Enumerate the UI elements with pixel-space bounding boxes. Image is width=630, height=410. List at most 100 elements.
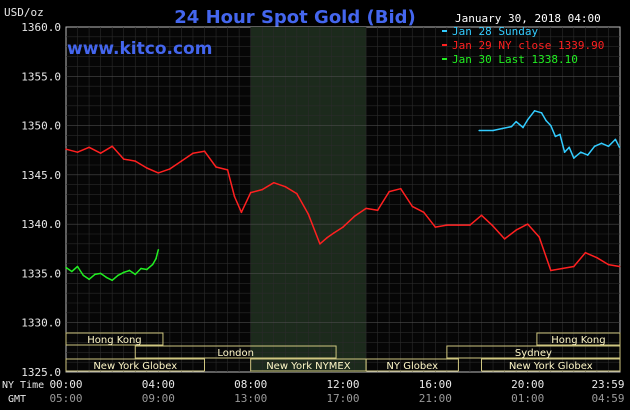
series-point [614, 138, 617, 141]
series-point [134, 160, 137, 162]
series-point [522, 126, 524, 129]
session-label: NY Globex [386, 361, 438, 372]
series-point [573, 157, 575, 159]
series-point [192, 152, 194, 154]
series-point [117, 274, 119, 277]
series-point [579, 151, 582, 153]
series-point [365, 207, 367, 210]
series-point [434, 226, 437, 228]
y-tick-label: 1355.0 [21, 70, 61, 83]
series-point [169, 168, 171, 170]
series-point [584, 251, 587, 254]
series-point [559, 133, 561, 136]
series-point [140, 267, 142, 270]
series-point [88, 146, 90, 149]
series-point [618, 265, 621, 268]
session-label: New York Globex [509, 361, 593, 372]
series-point [457, 224, 460, 226]
series-point [501, 127, 504, 130]
series-point [122, 158, 125, 160]
series-point [545, 119, 547, 122]
session-bar [65, 358, 205, 372]
chart-timestamp: January 30, 2018 04:00 [455, 12, 601, 25]
series-point [134, 273, 137, 276]
x-tick-label: 12:00 [326, 378, 359, 391]
series-point [533, 109, 536, 112]
series-point [82, 274, 85, 277]
series-point [94, 273, 96, 276]
session-label: New York Globex [93, 361, 177, 372]
session-label: London [217, 348, 254, 359]
series-point [272, 181, 275, 184]
series-point [554, 135, 557, 138]
series-point [284, 185, 287, 188]
series-point [99, 272, 102, 275]
session-bar [446, 345, 621, 359]
series-point [215, 166, 217, 168]
series-point [296, 192, 298, 195]
series-point [540, 111, 543, 114]
series-point [593, 145, 596, 148]
x-tick-label-gmt: 21:00 [419, 392, 452, 405]
series-point [99, 152, 102, 154]
series-point [226, 169, 229, 171]
session-bar [481, 358, 621, 372]
series-point [469, 224, 471, 226]
session-bar [65, 332, 164, 346]
series-point [151, 263, 154, 266]
legend-entry: Jan 29 NY close 1339.90 [452, 39, 604, 52]
series-point [342, 226, 344, 228]
y-tick-label: 1340.0 [21, 218, 61, 231]
series-point [240, 211, 243, 214]
x-tick-label: 08:00 [234, 378, 267, 391]
x-tick-label-gmt: 05:00 [49, 392, 82, 405]
series-point [618, 146, 621, 149]
series-point [561, 267, 564, 270]
series-point [319, 243, 321, 245]
series-point [549, 124, 552, 127]
y-axis-unit: USD/oz [4, 6, 44, 19]
y-tick-label: 1330.0 [21, 317, 61, 330]
session-label: New York NYMEX [266, 361, 351, 372]
series-point [157, 248, 160, 251]
series-point [203, 150, 206, 152]
series-point [399, 187, 402, 190]
session-bar [134, 345, 337, 359]
series-point [155, 257, 157, 260]
series-point [478, 129, 480, 132]
series-point [261, 188, 264, 191]
session-label: Hong Kong [87, 335, 141, 346]
series-point [515, 120, 517, 123]
ny-time-label: NY Time [2, 380, 44, 391]
legend-entry: Jan 30 Last 1338.10 [452, 53, 578, 66]
series-point [180, 160, 183, 162]
y-tick-label: 1350.0 [21, 120, 61, 133]
x-tick-label-gmt: 09:00 [142, 392, 175, 405]
series-point [105, 276, 108, 279]
series-point [128, 269, 131, 272]
series-point [145, 167, 148, 169]
series-point [510, 125, 513, 128]
series-point [568, 146, 571, 149]
series-point [307, 213, 310, 216]
series-point [492, 225, 494, 227]
series-point [422, 211, 425, 214]
x-tick-label: 16:00 [419, 378, 452, 391]
x-tick-label: 20:00 [511, 378, 544, 391]
series-point [563, 151, 566, 153]
series-point [326, 237, 328, 239]
series-point [492, 129, 494, 132]
session-label: Sydney [515, 348, 552, 359]
x-tick-label: 04:00 [142, 378, 175, 391]
series-point [376, 209, 379, 212]
legend-entry: Jan 28 Sunday [452, 25, 538, 38]
series-point [573, 265, 575, 268]
series-point [446, 224, 448, 226]
series-point [157, 172, 160, 174]
x-tick-label-gmt: 17:00 [326, 392, 359, 405]
series-point [353, 215, 356, 218]
y-tick-label: 1335.0 [21, 267, 61, 280]
series-point [411, 205, 414, 208]
series-point [526, 223, 529, 225]
